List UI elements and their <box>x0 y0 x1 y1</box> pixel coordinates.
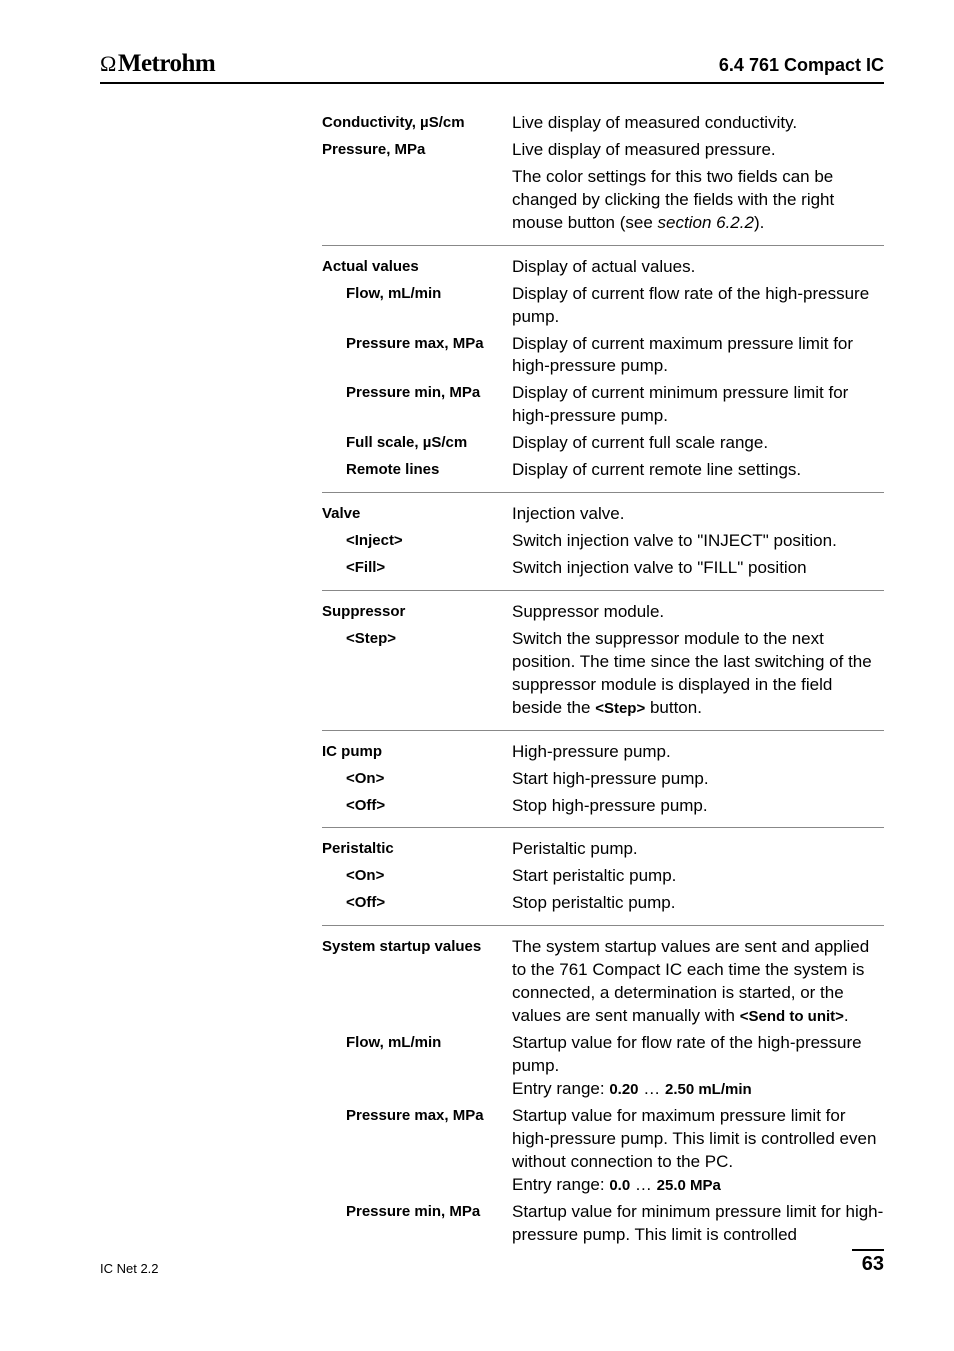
definition-term: <Inject> <box>322 530 512 549</box>
definition-term: <Step> <box>322 628 512 647</box>
definition-description: Startup value for maximum pressure limit… <box>512 1105 884 1197</box>
definition-term: Full scale, µS/cm <box>322 432 512 451</box>
definition-term: <Off> <box>322 795 512 814</box>
definition-row: <Step>Switch the suppressor module to th… <box>322 628 884 720</box>
definition-description: Suppressor module. <box>512 601 884 624</box>
definition-term: Flow, mL/min <box>322 1032 512 1051</box>
definition-row: SuppressorSuppressor module. <box>322 601 884 624</box>
definition-row: Full scale, µS/cmDisplay of current full… <box>322 432 884 455</box>
definition-term: Actual values <box>322 256 512 275</box>
group-separator <box>322 492 884 493</box>
definition-description: Start high-pressure pump. <box>512 768 884 791</box>
group-separator <box>322 245 884 246</box>
definition-description: Switch injection valve to "FILL" positio… <box>512 557 884 580</box>
definition-row: <On>Start high-pressure pump. <box>322 768 884 791</box>
definition-row: Pressure max, MPaStartup value for maxim… <box>322 1105 884 1197</box>
definition-description: High-pressure pump. <box>512 741 884 764</box>
definition-row: Pressure, MPaLive display of measured pr… <box>322 139 884 162</box>
definition-term <box>322 166 512 168</box>
definition-row: Pressure min, MPaDisplay of current mini… <box>322 382 884 428</box>
footer-product: IC Net 2.2 <box>100 1261 159 1276</box>
definition-term: Peristaltic <box>322 838 512 857</box>
definition-row: <Off>Stop high-pressure pump. <box>322 795 884 818</box>
brand-logo: ΩMetrohm <box>100 50 215 78</box>
definition-row: <Fill>Switch injection valve to "FILL" p… <box>322 557 884 580</box>
definition-description: Startup value for flow rate of the high-… <box>512 1032 884 1101</box>
page-number: 63 <box>852 1249 884 1276</box>
definition-row: <Off>Stop peristaltic pump. <box>322 892 884 915</box>
definition-row: Pressure max, MPaDisplay of current maxi… <box>322 333 884 379</box>
definition-description: Display of current minimum pressure limi… <box>512 382 884 428</box>
definition-description: Display of current flow rate of the high… <box>512 283 884 329</box>
definition-row: ValveInjection valve. <box>322 503 884 526</box>
definition-term: Pressure min, MPa <box>322 382 512 401</box>
definition-row: System startup valuesThe system startup … <box>322 936 884 1028</box>
definition-row: <On>Start peristaltic pump. <box>322 865 884 888</box>
group-separator <box>322 925 884 926</box>
definition-row: The color settings for this two fields c… <box>322 166 884 235</box>
definition-row: Remote linesDisplay of current remote li… <box>322 459 884 482</box>
definition-term: <Fill> <box>322 557 512 576</box>
definition-term: Suppressor <box>322 601 512 620</box>
definition-row: Pressure min, MPaStartup value for minim… <box>322 1201 884 1247</box>
definition-term: Pressure min, MPa <box>322 1201 512 1220</box>
definition-description: Live display of measured conductivity. <box>512 112 884 135</box>
definition-row: IC pumpHigh-pressure pump. <box>322 741 884 764</box>
group-separator <box>322 730 884 731</box>
logo-text: Metrohm <box>118 50 215 78</box>
definition-description: Display of actual values. <box>512 256 884 279</box>
definition-description: Peristaltic pump. <box>512 838 884 861</box>
definition-term: IC pump <box>322 741 512 760</box>
group-separator <box>322 590 884 591</box>
page-footer: IC Net 2.2 63 <box>100 1243 884 1276</box>
definition-term: Conductivity, µS/cm <box>322 112 512 131</box>
definition-description: Display of current full scale range. <box>512 432 884 455</box>
definition-description: The color settings for this two fields c… <box>512 166 884 235</box>
section-title: 6.4 761 Compact IC <box>719 55 884 76</box>
definition-description: Startup value for minimum pressure limit… <box>512 1201 884 1247</box>
definition-description: Start peristaltic pump. <box>512 865 884 888</box>
group-separator <box>322 827 884 828</box>
definition-term: <Off> <box>322 892 512 911</box>
definition-description: Display of current maximum pressure limi… <box>512 333 884 379</box>
definition-row: PeristalticPeristaltic pump. <box>322 838 884 861</box>
definition-description: Injection valve. <box>512 503 884 526</box>
definition-description: The system startup values are sent and a… <box>512 936 884 1028</box>
definition-description: Stop peristaltic pump. <box>512 892 884 915</box>
definition-description: Live display of measured pressure. <box>512 139 884 162</box>
definition-term: Pressure, MPa <box>322 139 512 158</box>
definition-list: Conductivity, µS/cmLive display of measu… <box>322 112 884 1246</box>
definition-description: Switch the suppressor module to the next… <box>512 628 884 720</box>
definition-term: Remote lines <box>322 459 512 478</box>
page-header: ΩMetrohm 6.4 761 Compact IC <box>100 50 884 84</box>
definition-row: Conductivity, µS/cmLive display of measu… <box>322 112 884 135</box>
definition-description: Switch injection valve to "INJECT" posit… <box>512 530 884 553</box>
definition-term: Pressure max, MPa <box>322 333 512 352</box>
definition-row: Flow, mL/minDisplay of current flow rate… <box>322 283 884 329</box>
definition-row: Actual valuesDisplay of actual values. <box>322 256 884 279</box>
definition-term: Pressure max, MPa <box>322 1105 512 1124</box>
definition-description: Stop high-pressure pump. <box>512 795 884 818</box>
definition-term: <On> <box>322 865 512 884</box>
omega-icon: Ω <box>100 51 116 77</box>
definition-row: <Inject>Switch injection valve to "INJEC… <box>322 530 884 553</box>
definition-term: Flow, mL/min <box>322 283 512 302</box>
definition-term: <On> <box>322 768 512 787</box>
definition-term: Valve <box>322 503 512 522</box>
definition-term: System startup values <box>322 936 512 955</box>
definition-description: Display of current remote line settings. <box>512 459 884 482</box>
definition-row: Flow, mL/minStartup value for flow rate … <box>322 1032 884 1101</box>
